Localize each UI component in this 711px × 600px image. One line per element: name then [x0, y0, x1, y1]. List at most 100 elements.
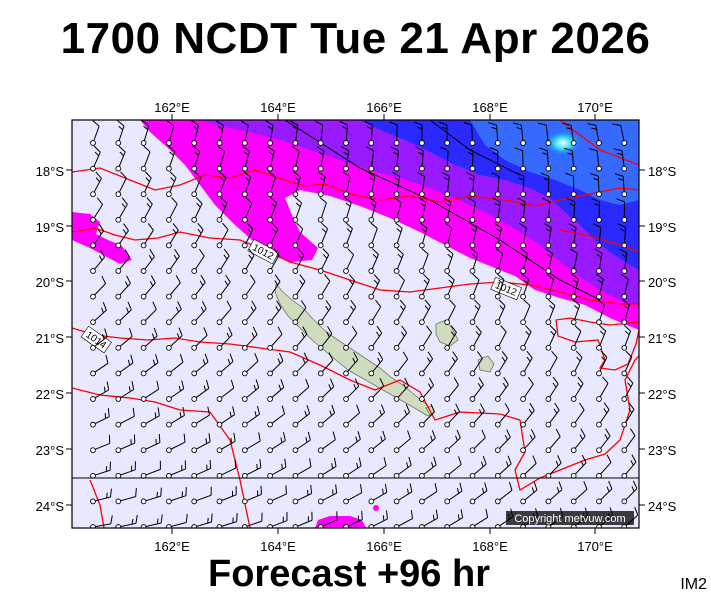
wind-barb: [191, 380, 210, 402]
wind-barb: [292, 405, 311, 428]
isobar-1014: [72, 327, 639, 492]
wind-barb: [241, 405, 261, 428]
wind-barb: [393, 351, 409, 377]
wind-barb: [441, 171, 451, 198]
wind-barb: [588, 148, 602, 172]
wind-barb: [545, 273, 555, 300]
map-frame: [71, 119, 640, 529]
wind-barb: [570, 376, 584, 402]
wind-barb: [469, 325, 482, 351]
wind-barb: [343, 299, 357, 326]
wind-barb: [292, 352, 309, 377]
wind-barb: [518, 222, 527, 249]
wind-barb: [241, 145, 250, 172]
wind-barb: [444, 299, 456, 326]
lat-label-left: 23°S: [36, 443, 65, 458]
wind-barb: [317, 196, 327, 223]
wind-barb: [191, 171, 202, 198]
wind-barb: [621, 480, 638, 505]
wind-barb: [267, 432, 286, 454]
wind-barb: [140, 249, 155, 274]
wind-barb: [540, 172, 552, 198]
wind-barb: [469, 222, 478, 249]
wind-barb: [365, 146, 375, 172]
wind-barb: [317, 484, 338, 505]
wind-barb: [216, 353, 234, 377]
wind-barb: [563, 147, 577, 172]
wind-barb: [444, 377, 459, 402]
wind-barb: [364, 121, 375, 146]
wind-barb: [419, 351, 434, 377]
lat-label-right: 22°S: [648, 387, 677, 402]
wind-barb: [368, 325, 383, 351]
wind-barb: [241, 459, 262, 479]
wind-barb: [545, 299, 556, 326]
wind-barb: [616, 198, 628, 223]
wind-barb: [166, 433, 186, 454]
wind-barb: [469, 455, 487, 479]
wind-barb: [241, 353, 259, 377]
wind-barb: [191, 145, 201, 172]
wind-barb: [494, 325, 507, 351]
wind-barb: [90, 275, 106, 300]
wind-barb: [419, 403, 435, 428]
wind-barb: [115, 434, 136, 454]
wind-barb: [267, 222, 279, 249]
wind-barb: [267, 196, 278, 223]
wind-barb: [267, 485, 287, 505]
wind-barb: [343, 431, 361, 454]
wind-barb: [291, 145, 300, 172]
wind-barb: [419, 430, 436, 454]
wind-barb: [444, 273, 455, 300]
lon-label-top: 168°E: [472, 100, 508, 115]
wind-barb: [413, 121, 425, 146]
wind-barb: [368, 351, 384, 377]
wind-barb: [469, 377, 484, 402]
wind-barb: [90, 354, 109, 377]
wind-barb: [444, 351, 458, 377]
wind-barb: [440, 146, 451, 172]
wind-barb: [438, 121, 451, 146]
wind-barb: [469, 403, 485, 428]
wind-barb: [90, 434, 111, 454]
wind-barb: [343, 510, 363, 528]
lon-label-top: 164°E: [260, 100, 296, 115]
wind-barb: [368, 510, 388, 528]
wind-barb: [140, 223, 154, 249]
lon-labels-bottom: 162°E 164°E 166°E 168°E 170°E: [154, 539, 613, 554]
wind-barb: [520, 248, 529, 274]
wind-barb: [115, 328, 133, 351]
wind-barb: [416, 171, 426, 198]
wind-barb: [491, 172, 501, 198]
wind-barb: [570, 273, 579, 300]
lat-label-left: 21°S: [36, 331, 65, 346]
wind-barb: [90, 120, 100, 146]
wind-barb: [241, 248, 255, 274]
wind-barb: [166, 327, 183, 351]
wind-barb: [469, 299, 481, 326]
wind-barb: [393, 404, 411, 428]
wind-barb: [419, 222, 428, 249]
rain-patch-west: [72, 212, 132, 264]
wind-barb: [596, 350, 608, 377]
wind-barb: [621, 350, 633, 377]
wind-barb: [419, 273, 430, 300]
wind-barb: [464, 146, 476, 172]
wind-barb: [393, 325, 408, 351]
wind-barb: [390, 146, 400, 172]
wind-barb: [617, 223, 628, 249]
wind-barb: [115, 354, 134, 377]
wind-barb: [393, 248, 404, 274]
wind-barb: [90, 145, 101, 172]
forecast-label: Forecast +96 hr: [208, 553, 490, 595]
wind-barb: [343, 484, 363, 505]
wind-barb: [494, 377, 509, 402]
wind-barb: [545, 428, 561, 454]
wind-barb: [115, 381, 135, 402]
wind-barb: [115, 145, 126, 172]
wind-barb: [419, 248, 429, 274]
wind-barb: [266, 145, 275, 172]
wind-barb: [545, 455, 562, 479]
wind-barb: [570, 324, 582, 351]
wind-barb: [570, 350, 583, 377]
